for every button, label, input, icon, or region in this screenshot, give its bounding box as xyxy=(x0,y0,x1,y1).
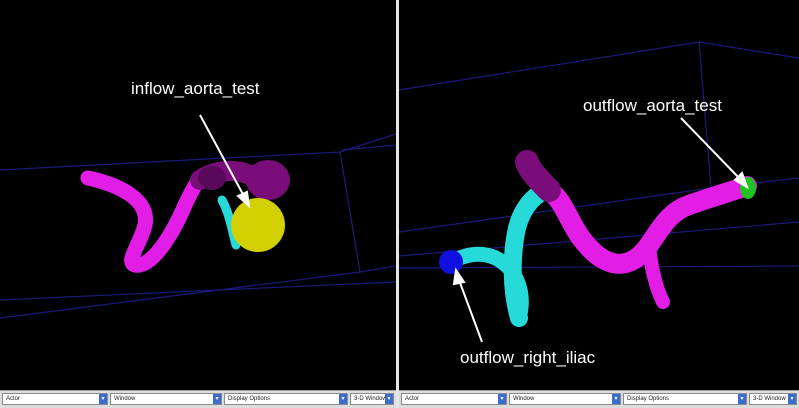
actor-select[interactable]: Actor ▾ xyxy=(401,393,507,405)
inflow-arrow xyxy=(199,114,251,209)
bounding-box-wireframe xyxy=(0,133,396,319)
right-toolbar: Actor ▾ Window ▾ Display Options ▾ 3-D W… xyxy=(399,390,799,408)
actor-select-value: Actor xyxy=(6,396,21,402)
actor-select[interactable]: Actor ▾ xyxy=(2,393,108,405)
right-scene xyxy=(399,41,799,343)
right-3d-viewport[interactable]: outflow_aorta_test outflow_right_iliac xyxy=(399,0,799,390)
outflow-right-iliac-arrow xyxy=(452,267,483,343)
actor-select-value: Actor xyxy=(405,396,420,402)
three-d-window-select-value: 3-D Window xyxy=(354,396,387,402)
chevron-down-icon[interactable]: ▾ xyxy=(339,394,347,404)
window-select-value: Window xyxy=(513,396,535,402)
window-select[interactable]: Window ▾ xyxy=(509,393,621,405)
three-d-window-select-value: 3-D Window xyxy=(753,396,786,402)
chevron-down-icon[interactable]: ▾ xyxy=(612,394,620,404)
viewport-divider[interactable] xyxy=(396,0,399,408)
display-options-select[interactable]: Display Options ▾ xyxy=(224,393,348,405)
bounding-box-wireframe xyxy=(399,41,799,269)
outflow-aorta-arrow xyxy=(680,117,749,190)
display-options-select-value: Display Options xyxy=(228,396,271,402)
chevron-down-icon[interactable]: ▾ xyxy=(213,394,221,404)
outflow-right-iliac-cap-marker[interactable] xyxy=(439,250,463,274)
vessel-model xyxy=(80,160,260,273)
display-options-select[interactable]: Display Options ▾ xyxy=(623,393,747,405)
dark-vessel-bulge xyxy=(246,160,290,200)
window-select[interactable]: Window ▾ xyxy=(110,393,222,405)
inflow-cap-marker[interactable] xyxy=(231,198,285,252)
display-options-select-value: Display Options xyxy=(627,396,670,402)
chevron-down-icon[interactable]: ▾ xyxy=(498,394,506,404)
dark-vessel-bulge-shade xyxy=(198,166,226,190)
left-toolbar: Actor ▾ Window ▾ Display Options ▾ 3-D W… xyxy=(0,390,396,408)
three-d-window-select[interactable]: 3-D Window ▾ xyxy=(749,393,797,405)
three-d-window-select[interactable]: 3-D Window ▾ xyxy=(350,393,394,405)
inflow-label: inflow_aorta_test xyxy=(131,79,260,98)
chevron-down-icon[interactable]: ▾ xyxy=(738,394,746,404)
chevron-down-icon[interactable]: ▾ xyxy=(385,394,393,404)
outflow-right-iliac-label: outflow_right_iliac xyxy=(460,348,596,367)
left-3d-viewport[interactable]: inflow_aorta_test xyxy=(0,0,396,390)
left-scene xyxy=(0,114,396,319)
vessel-model xyxy=(443,150,757,327)
chevron-down-icon[interactable]: ▾ xyxy=(788,394,796,404)
chevron-down-icon[interactable]: ▾ xyxy=(99,394,107,404)
window-select-value: Window xyxy=(114,396,136,402)
outflow-aorta-label: outflow_aorta_test xyxy=(583,96,722,115)
